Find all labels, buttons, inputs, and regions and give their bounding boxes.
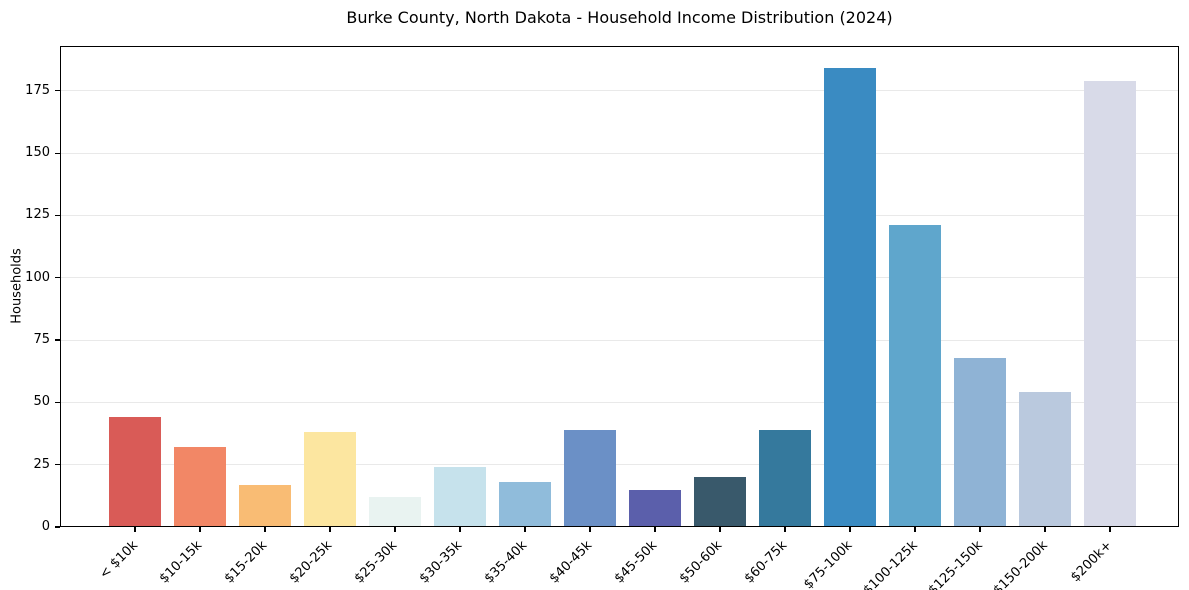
x-tick-mark-$50-60k	[719, 527, 721, 532]
bar-$25-30k	[369, 497, 421, 527]
x-tick-label-$50-60k: $50-60k	[677, 538, 726, 587]
x-tick-mark-$45-50k	[654, 527, 656, 532]
x-tick-label-$45-50k: $45-50k	[612, 538, 661, 587]
y-tick-label-175: 175	[25, 82, 50, 98]
bar-$30-35k	[434, 467, 486, 527]
bar-$125-150k	[954, 357, 1006, 527]
gridline-100	[60, 277, 1179, 279]
bar-$100-125k	[889, 225, 941, 527]
x-tick-label-$60-75k: $60-75k	[742, 538, 791, 587]
x-tick-mark-$10-15k	[199, 527, 201, 532]
x-tick-mark-$15-20k	[264, 527, 266, 532]
x-tick-label-$75-100k: $75-100k	[801, 538, 856, 590]
bar-< $10k	[109, 417, 161, 527]
x-tick-label-$200k+: $200k+	[1068, 538, 1116, 586]
y-axis-label: Households	[9, 248, 25, 324]
y-tick-label-125: 125	[25, 207, 50, 223]
x-tick-mark-$200k+	[1109, 527, 1111, 532]
bar-$10-15k	[174, 447, 226, 527]
x-tick-label-$10-15k: $10-15k	[157, 538, 206, 587]
x-tick-mark-$60-75k	[784, 527, 786, 532]
bar-$60-75k	[759, 429, 811, 527]
x-tick-mark-$35-40k	[524, 527, 526, 532]
x-tick-mark-$20-25k	[329, 527, 331, 532]
plot-area	[60, 46, 1179, 527]
x-tick-label-$30-35k: $30-35k	[417, 538, 466, 587]
gridline-75	[60, 339, 1179, 341]
x-tick-mark-$125-150k	[979, 527, 981, 532]
y-tick-mark-25	[55, 464, 60, 466]
x-tick-label-$15-20k: $15-20k	[222, 538, 271, 587]
x-tick-mark-$40-45k	[589, 527, 591, 532]
y-tick-label-100: 100	[25, 269, 50, 285]
x-tick-label-$25-30k: $25-30k	[352, 538, 401, 587]
chart-title: Burke County, North Dakota - Household I…	[346, 8, 893, 27]
y-tick-mark-150	[55, 152, 60, 154]
x-tick-label-$35-40k: $35-40k	[482, 538, 531, 587]
y-tick-label-75: 75	[33, 332, 50, 348]
y-tick-label-25: 25	[33, 456, 50, 472]
x-tick-label-$150-200k: $150-200k	[990, 538, 1051, 590]
x-tick-mark-$30-35k	[459, 527, 461, 532]
x-tick-mark-$25-30k	[394, 527, 396, 532]
y-tick-mark-0	[55, 526, 60, 528]
y-tick-mark-100	[55, 277, 60, 279]
bar-$35-40k	[499, 482, 551, 527]
bar-$45-50k	[629, 489, 681, 527]
y-tick-mark-125	[55, 214, 60, 217]
gridline-125	[60, 214, 1179, 216]
x-tick-mark-< $10k	[134, 527, 136, 532]
x-tick-mark-$150-200k	[1044, 527, 1046, 532]
bar-$75-100k	[824, 68, 876, 527]
gridline-175	[60, 90, 1179, 92]
bar-$15-20k	[239, 484, 291, 527]
bar-$50-60k	[694, 477, 746, 527]
gridline-50	[60, 401, 1179, 403]
y-tick-mark-175	[55, 90, 60, 92]
bar-$40-45k	[564, 429, 616, 527]
gridline-150	[60, 152, 1179, 154]
x-tick-mark-$75-100k	[849, 527, 851, 532]
y-tick-mark-50	[55, 401, 60, 403]
bar-$20-25k	[304, 432, 356, 527]
x-tick-label-$40-45k: $40-45k	[547, 538, 596, 587]
y-tick-label-150: 150	[25, 145, 50, 161]
y-tick-mark-75	[55, 339, 60, 341]
bar-$200k+	[1084, 80, 1136, 527]
y-tick-label-0: 0	[41, 519, 50, 534]
x-tick-label-$20-25k: $20-25k	[287, 538, 336, 587]
x-tick-label-$125-150k: $125-150k	[925, 538, 986, 590]
bar-$150-200k	[1019, 392, 1071, 527]
gridline-25	[60, 464, 1179, 466]
x-tick-mark-$100-125k	[914, 527, 916, 532]
y-tick-label-50: 50	[33, 394, 50, 410]
x-tick-label-< $10k: < $10k	[96, 538, 141, 583]
x-tick-label-$100-125k: $100-125k	[860, 538, 921, 590]
